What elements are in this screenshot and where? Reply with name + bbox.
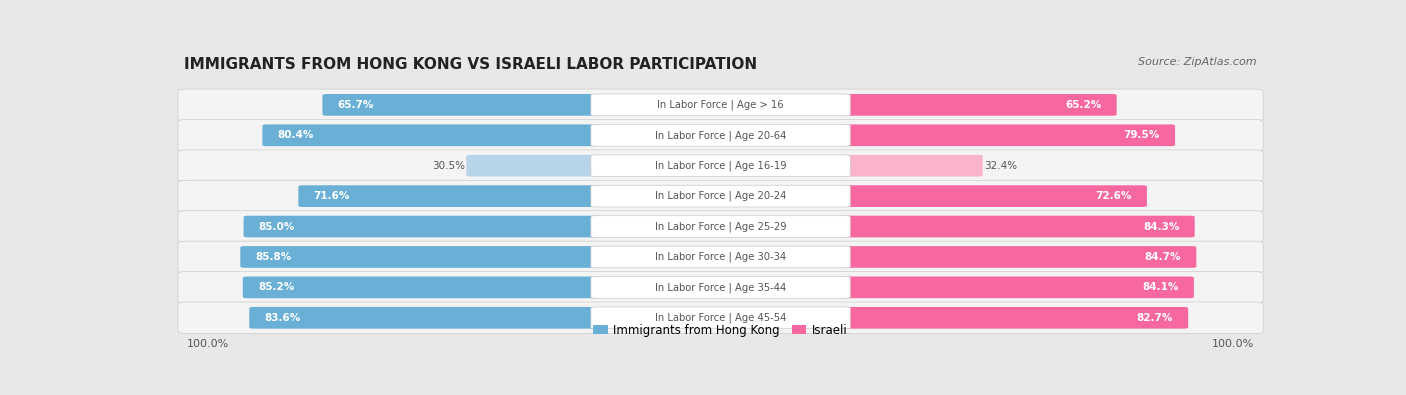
- Text: 84.7%: 84.7%: [1144, 252, 1181, 262]
- Text: 85.0%: 85.0%: [259, 222, 295, 231]
- Text: In Labor Force | Age 35-44: In Labor Force | Age 35-44: [655, 282, 786, 293]
- FancyBboxPatch shape: [591, 276, 851, 298]
- Text: 100.0%: 100.0%: [1212, 339, 1254, 350]
- Text: IMMIGRANTS FROM HONG KONG VS ISRAELI LABOR PARTICIPATION: IMMIGRANTS FROM HONG KONG VS ISRAELI LAB…: [184, 56, 758, 71]
- FancyBboxPatch shape: [842, 94, 1116, 116]
- FancyBboxPatch shape: [842, 155, 983, 177]
- FancyBboxPatch shape: [591, 307, 851, 329]
- Text: 65.7%: 65.7%: [337, 100, 374, 110]
- Legend: Immigrants from Hong Kong, Israeli: Immigrants from Hong Kong, Israeli: [593, 324, 848, 337]
- FancyBboxPatch shape: [467, 155, 599, 177]
- Text: 32.4%: 32.4%: [984, 161, 1017, 171]
- FancyBboxPatch shape: [243, 216, 599, 237]
- Text: 71.6%: 71.6%: [314, 191, 350, 201]
- FancyBboxPatch shape: [298, 185, 599, 207]
- FancyBboxPatch shape: [842, 124, 1175, 146]
- Text: 30.5%: 30.5%: [432, 161, 465, 171]
- Text: 79.5%: 79.5%: [1123, 130, 1160, 140]
- FancyBboxPatch shape: [322, 94, 599, 116]
- FancyBboxPatch shape: [591, 94, 851, 116]
- FancyBboxPatch shape: [179, 211, 1263, 243]
- Text: 72.6%: 72.6%: [1095, 191, 1132, 201]
- Text: 85.2%: 85.2%: [259, 282, 294, 292]
- Text: 85.8%: 85.8%: [256, 252, 292, 262]
- FancyBboxPatch shape: [179, 89, 1263, 121]
- FancyBboxPatch shape: [591, 155, 851, 177]
- FancyBboxPatch shape: [591, 185, 851, 207]
- Text: 84.3%: 84.3%: [1143, 222, 1180, 231]
- Text: 100.0%: 100.0%: [187, 339, 229, 350]
- FancyBboxPatch shape: [249, 307, 599, 329]
- FancyBboxPatch shape: [591, 246, 851, 268]
- Text: 65.2%: 65.2%: [1066, 100, 1101, 110]
- Text: In Labor Force | Age > 16: In Labor Force | Age > 16: [657, 100, 785, 110]
- FancyBboxPatch shape: [179, 271, 1263, 303]
- FancyBboxPatch shape: [591, 124, 851, 146]
- Text: 80.4%: 80.4%: [277, 130, 314, 140]
- FancyBboxPatch shape: [842, 216, 1195, 237]
- FancyBboxPatch shape: [179, 180, 1263, 212]
- FancyBboxPatch shape: [179, 241, 1263, 273]
- Text: In Labor Force | Age 16-19: In Labor Force | Age 16-19: [655, 160, 786, 171]
- FancyBboxPatch shape: [179, 119, 1263, 151]
- FancyBboxPatch shape: [179, 302, 1263, 334]
- Text: In Labor Force | Age 20-64: In Labor Force | Age 20-64: [655, 130, 786, 141]
- Text: In Labor Force | Age 30-34: In Labor Force | Age 30-34: [655, 252, 786, 262]
- FancyBboxPatch shape: [842, 185, 1147, 207]
- Text: In Labor Force | Age 25-29: In Labor Force | Age 25-29: [655, 221, 786, 232]
- FancyBboxPatch shape: [263, 124, 599, 146]
- Text: 84.1%: 84.1%: [1142, 282, 1178, 292]
- Text: 82.7%: 82.7%: [1136, 313, 1173, 323]
- FancyBboxPatch shape: [842, 246, 1197, 268]
- Text: Source: ZipAtlas.com: Source: ZipAtlas.com: [1137, 56, 1257, 66]
- FancyBboxPatch shape: [842, 276, 1194, 298]
- FancyBboxPatch shape: [842, 307, 1188, 329]
- FancyBboxPatch shape: [240, 246, 599, 268]
- Text: In Labor Force | Age 45-54: In Labor Force | Age 45-54: [655, 312, 786, 323]
- Text: In Labor Force | Age 20-24: In Labor Force | Age 20-24: [655, 191, 786, 201]
- FancyBboxPatch shape: [179, 150, 1263, 182]
- Text: 83.6%: 83.6%: [264, 313, 301, 323]
- FancyBboxPatch shape: [243, 276, 599, 298]
- FancyBboxPatch shape: [591, 216, 851, 237]
